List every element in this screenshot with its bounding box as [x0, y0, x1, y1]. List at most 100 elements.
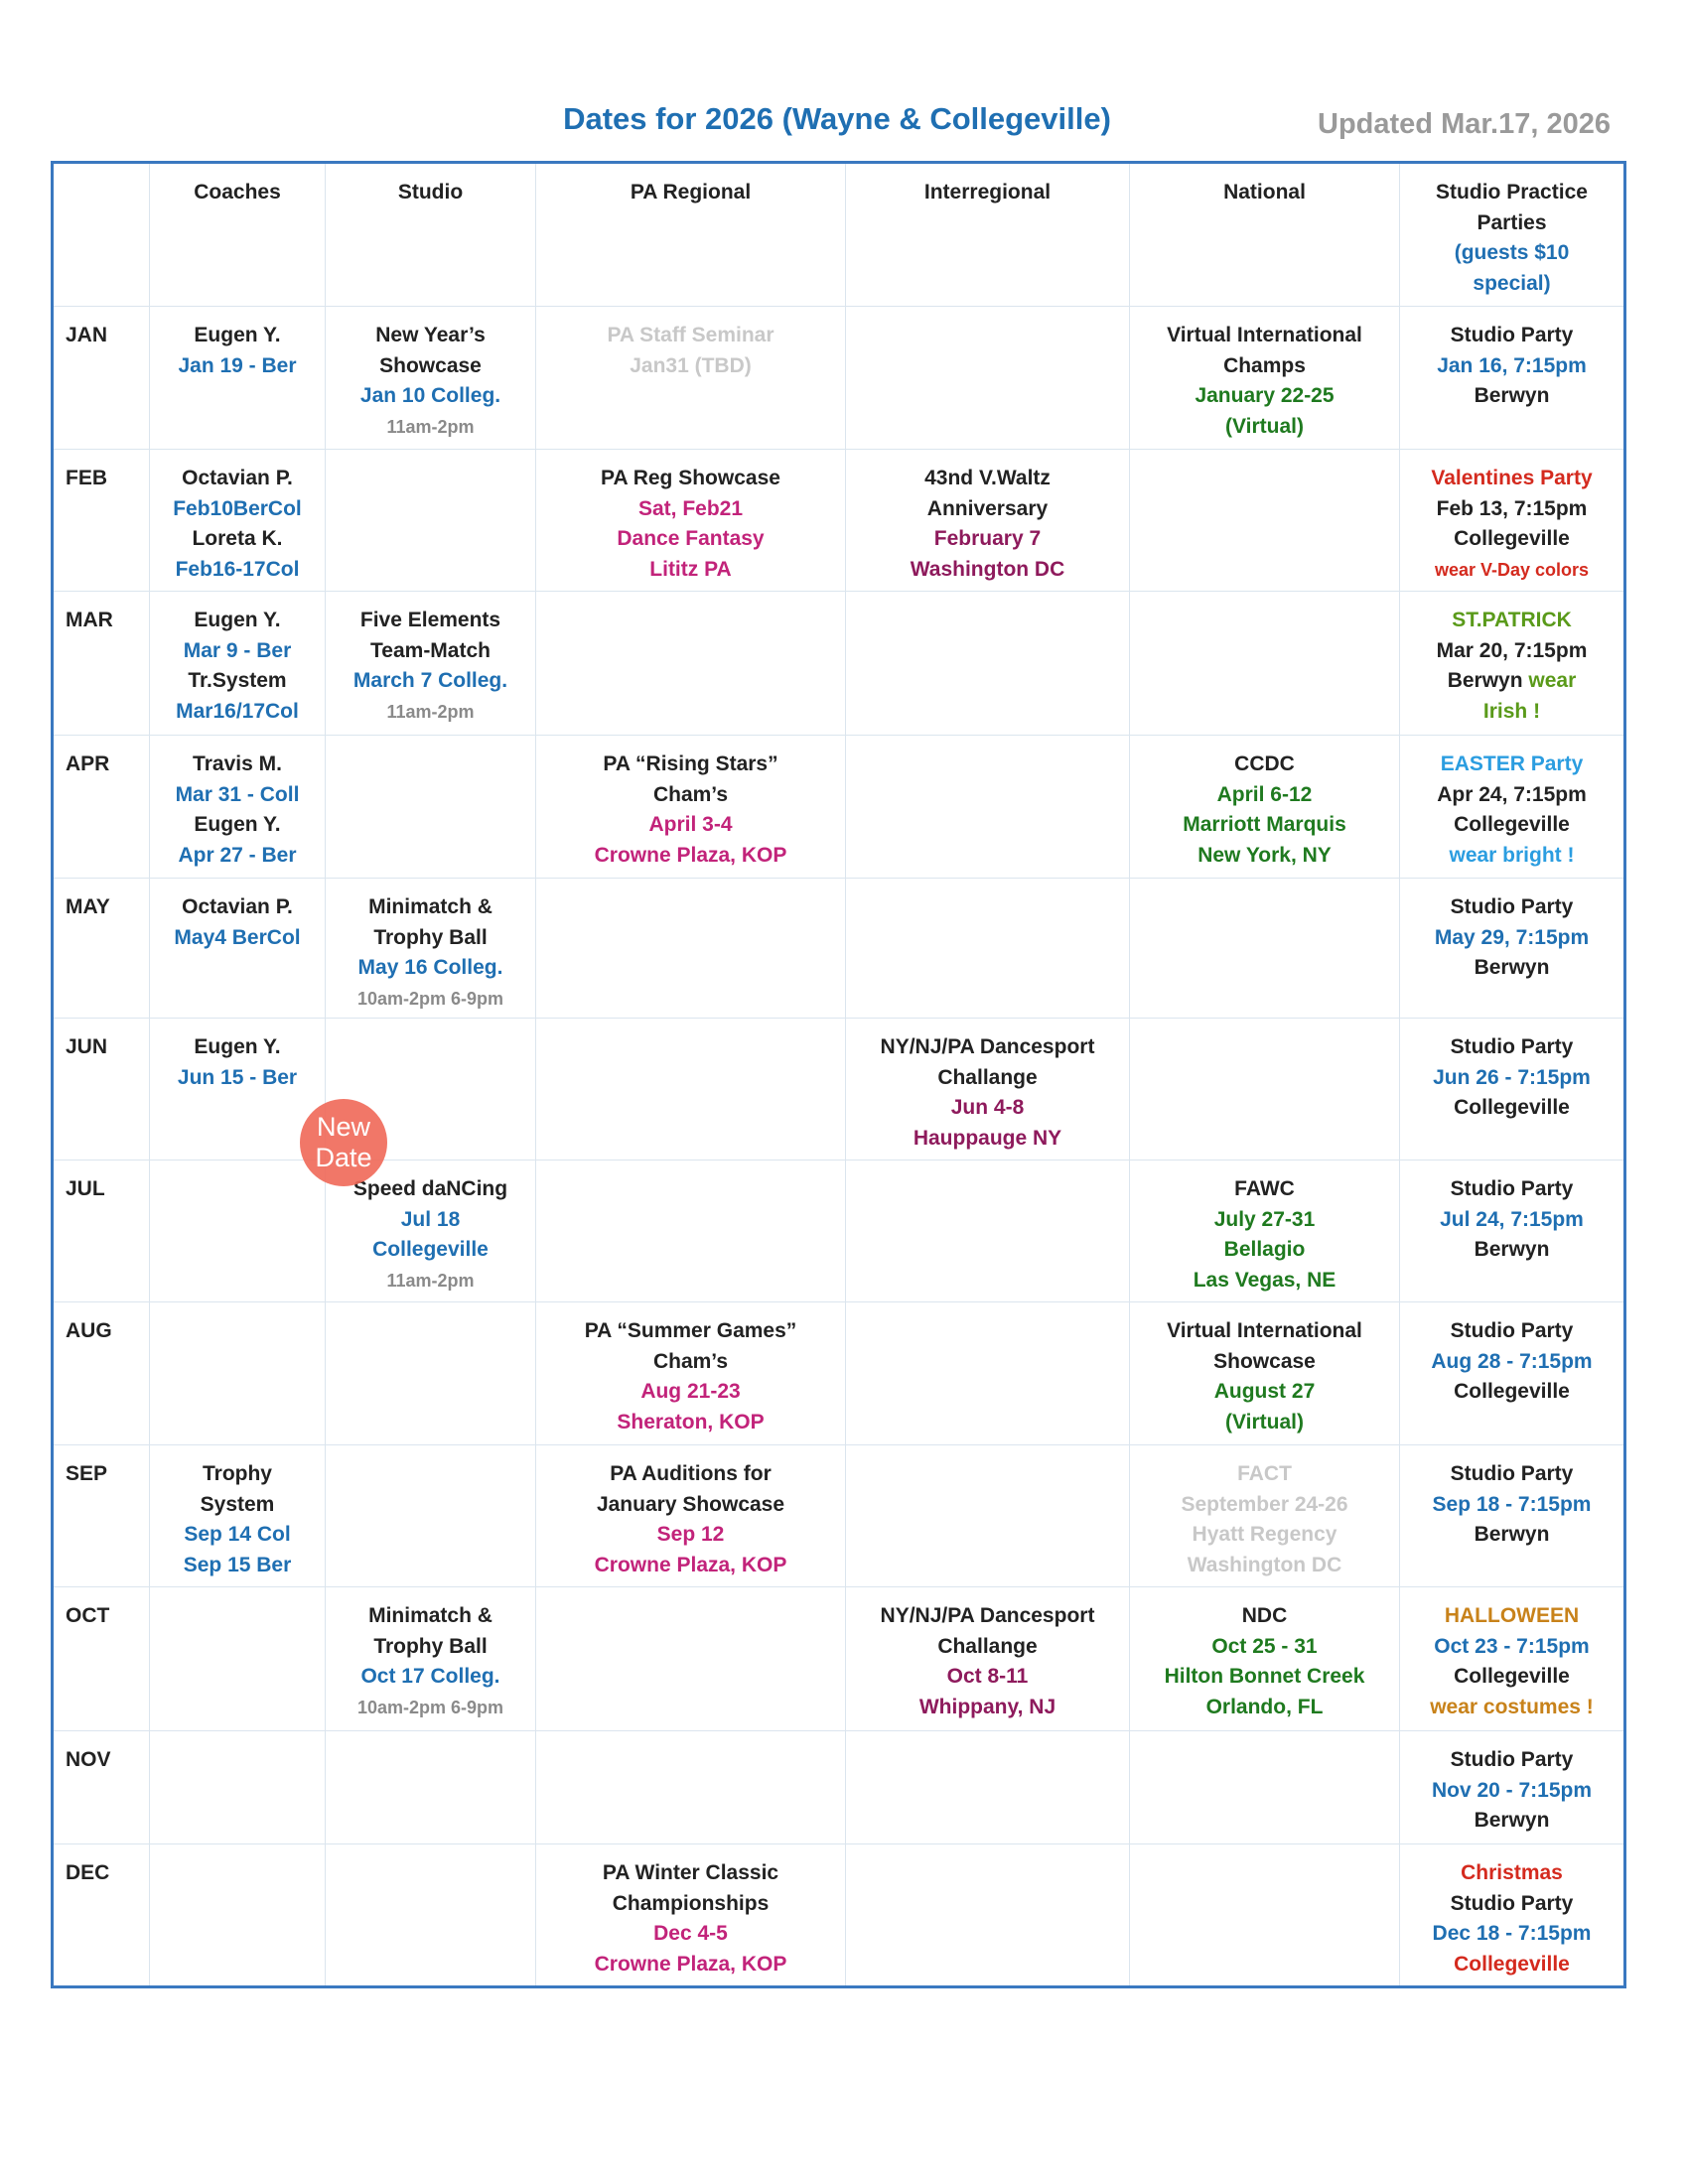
cell-text: Hyatt Regency: [1192, 1523, 1337, 1546]
cell-text: PA Regional: [630, 181, 752, 204]
cell-text: National: [1223, 181, 1306, 204]
cell-text: Jun 26 - 7:15pm: [1433, 1065, 1591, 1089]
cell-line: Collegeville: [1402, 1093, 1621, 1124]
cell-line: Aug 28 - 7:15pm: [1402, 1347, 1621, 1378]
cell-text: Collegeville: [372, 1238, 489, 1261]
cell-text: Showcase: [379, 353, 482, 377]
cell-text: 10am-2pm 6-9pm: [356, 1697, 504, 1717]
cell-text: (Virtual): [1225, 414, 1304, 438]
table-row: FEB Octavian P. Feb10BerCol Loreta K. Feb16-…: [52, 449, 1625, 592]
cell-line: Studio Party: [1402, 892, 1621, 923]
cell-text: April 3-4: [648, 813, 733, 836]
cell-text: Speed daNCing: [352, 1177, 508, 1200]
cell-line: Eugen Y.: [152, 1032, 323, 1063]
table-cell: [535, 591, 846, 736]
cell-line: Studio Party: [1402, 1032, 1621, 1063]
cell-line: PA Regional: [538, 178, 843, 208]
cell-line: Jun 26 - 7:15pm: [1402, 1063, 1621, 1094]
cell-line: January Showcase: [538, 1490, 843, 1521]
cell-line: Hilton Bonnet Creek: [1132, 1662, 1397, 1693]
cell-line: ST.PATRICK: [1402, 606, 1621, 636]
cell-text: Feb10BerCol: [173, 496, 302, 520]
cell-text: Oct 23 - 7:15pm: [1434, 1634, 1590, 1658]
month-cell: JUN: [52, 1018, 150, 1160]
cell-text: Collegeville: [1454, 813, 1570, 836]
cell-text: Jan 19 - Ber: [178, 353, 297, 377]
cell-text: Collegeville: [1454, 1952, 1570, 1976]
cell-line: Orlando, FL: [1132, 1693, 1397, 1723]
cell-line: Dec 18 - 7:15pm: [1402, 1919, 1621, 1950]
cell-line: April 6-12: [1132, 780, 1397, 811]
cell-line: Coaches: [152, 178, 323, 208]
cell-line: Interregional: [848, 178, 1127, 208]
cell-line: Sep 18 - 7:15pm: [1402, 1490, 1621, 1521]
cell-line: Cham’s: [538, 780, 843, 811]
cell-text: Oct 8-11: [946, 1665, 1029, 1688]
schedule-table: Coaches Studio PA Regional Interregional Nat…: [51, 161, 1626, 1988]
header-cell: Studio Practice Parties (guests $10 special…: [1399, 162, 1625, 307]
cell-text: PA “Summer Games”: [584, 1319, 797, 1342]
table-cell: [325, 1843, 536, 1987]
table-row: DEC PA Winter Classic Championships Dec 4-5…: [52, 1843, 1625, 1987]
table-cell: [149, 1730, 326, 1844]
cell-line: Studio Party: [1402, 1889, 1621, 1920]
cell-line: 11am-2pm: [328, 1266, 533, 1297]
cell-text: FAWC: [1234, 1177, 1295, 1200]
cell-text: Studio Party: [1450, 1891, 1574, 1915]
cell-text: New Year’s: [375, 324, 486, 346]
cell-line: Trophy: [152, 1459, 323, 1490]
table-cell: Minimatch & Trophy Ball May 16 Colleg. 10am…: [325, 878, 536, 1019]
cell-line: Oct 17 Colleg.: [328, 1662, 533, 1693]
cell-line: PA Staff Seminar: [538, 321, 843, 351]
cell-text: Mar 31 - Coll: [175, 782, 300, 806]
cell-line: Nov 20 - 7:15pm: [1402, 1776, 1621, 1807]
cell-text: Eugen Y.: [194, 1035, 281, 1058]
table-cell: Trophy System Sep 14 Col Sep 15 Ber: [149, 1444, 326, 1587]
cell-line: Five Elements: [328, 606, 533, 636]
table-cell: Valentines Party Feb 13, 7:15pm Collegevil…: [1399, 449, 1625, 592]
table-cell: 43nd V.Waltz Anniversary February 7 Washing…: [845, 449, 1130, 592]
cell-line: May4 BerCol: [152, 923, 323, 954]
cell-line: Oct 23 - 7:15pm: [1402, 1632, 1621, 1663]
cell-text: May4 BerCol: [174, 925, 301, 949]
cell-text: wear: [1528, 669, 1577, 692]
table-cell: PA Staff Seminar Jan31 (TBD): [535, 306, 846, 450]
cell-line: Berwyn: [1402, 1806, 1621, 1837]
cell-text: wear bright !: [1449, 843, 1575, 867]
cell-line: Hauppauge NY: [848, 1124, 1127, 1155]
month-cell: OCT: [52, 1586, 150, 1731]
cell-text: Sep 15 Ber: [183, 1553, 292, 1576]
table-cell: PA Reg Showcase Sat, Feb21 Dance Fantasy Li…: [535, 449, 846, 592]
cell-text: Marriott Marquis: [1183, 813, 1346, 836]
cell-line: Studio Party: [1402, 1316, 1621, 1347]
table-row: JUL Speed daNCing Jul 18 Collegeville 11am-2…: [52, 1160, 1625, 1302]
cell-text: Studio Party: [1450, 1035, 1574, 1058]
cell-text: Christmas: [1461, 1861, 1563, 1884]
table-cell: Studio Party Jul 24, 7:15pm Berwyn: [1399, 1160, 1625, 1302]
cell-text: Challange: [937, 1634, 1038, 1658]
cell-line: Hyatt Regency: [1132, 1520, 1397, 1551]
cell-line: Virtual International: [1132, 321, 1397, 351]
cell-line: Jul 18: [328, 1205, 533, 1236]
cell-line: Cham’s: [538, 1347, 843, 1378]
cell-line: Crowne Plaza, KOP: [538, 1950, 843, 1980]
table-cell: PA “Summer Games” Cham’s Aug 21-23 Sheraton…: [535, 1301, 846, 1445]
cell-line: New York, NY: [1132, 841, 1397, 872]
cell-line: Octavian P.: [152, 464, 323, 494]
table-cell: Octavian P. May4 BerCol: [149, 878, 326, 1019]
cell-line: Berwyn: [1402, 1235, 1621, 1266]
cell-line: Dance Fantasy: [538, 524, 843, 555]
cell-text: PA Reg Showcase: [601, 467, 780, 489]
cell-text: Bellagio: [1223, 1238, 1306, 1261]
table-cell: PA “Rising Stars” Cham’s April 3-4 Crowne P…: [535, 735, 846, 879]
cell-line: Sep 14 Col: [152, 1520, 323, 1551]
table-cell: [845, 1301, 1130, 1445]
cell-line: 43nd V.Waltz: [848, 464, 1127, 494]
cell-text: Whippany, NJ: [918, 1695, 1056, 1718]
cell-line: 11am-2pm: [328, 697, 533, 728]
cell-line: 11am-2pm: [328, 412, 533, 443]
cell-text: Berwyn: [1474, 956, 1550, 979]
cell-text: January Showcase: [596, 1492, 785, 1516]
cell-text: Crowne Plaza, KOP: [594, 1553, 787, 1576]
cell-text: May 16 Colleg.: [357, 956, 503, 979]
